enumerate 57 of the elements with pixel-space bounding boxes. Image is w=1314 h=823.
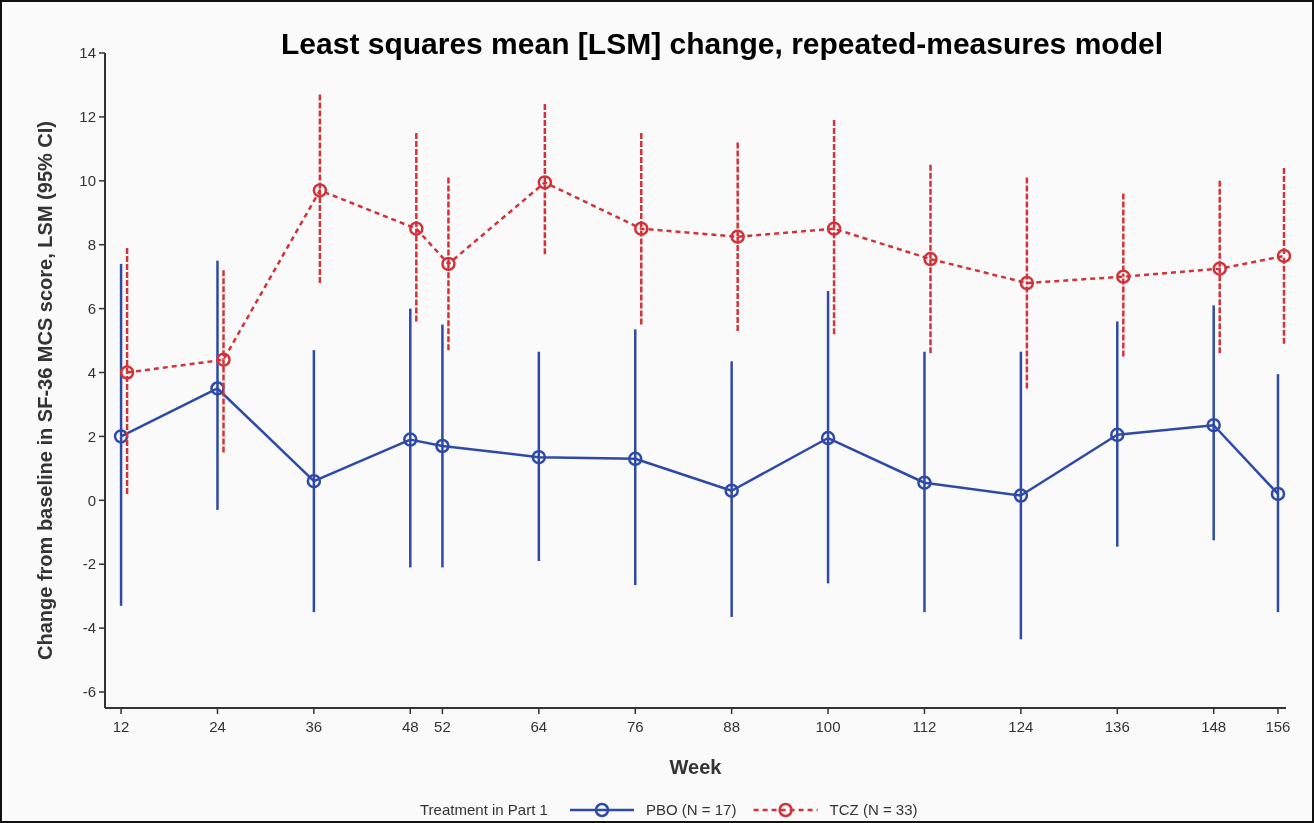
x-tick-label: 88	[723, 718, 740, 735]
x-tick-label: 148	[1201, 718, 1227, 735]
x-tick-label: 136	[1104, 718, 1130, 735]
point	[1116, 269, 1131, 284]
point	[917, 475, 932, 490]
point	[306, 473, 322, 489]
point	[403, 432, 418, 447]
x-tick-label: 124	[1008, 718, 1034, 735]
y-tick-label: 0	[87, 491, 96, 509]
point	[409, 221, 424, 236]
x-tick-label: 48	[401, 718, 419, 735]
x-tick-label: 100	[815, 718, 841, 735]
chart-title: Least squares mean [LSM] change, repeated-measures model	[281, 27, 1163, 60]
point	[119, 365, 135, 380]
point	[1110, 427, 1125, 443]
point	[1206, 417, 1221, 433]
point	[216, 352, 231, 367]
point	[1019, 275, 1035, 291]
point	[826, 221, 842, 236]
point	[923, 251, 938, 267]
point	[441, 256, 456, 272]
x-tick-label: 36	[305, 718, 323, 735]
y-tick-label: 10	[79, 172, 96, 190]
x-tick-label: 24	[209, 718, 226, 735]
y-tick-label: 6	[87, 299, 96, 317]
point	[730, 229, 745, 244]
x-tick-label: 52	[434, 718, 451, 735]
y-tick-label: -4	[82, 619, 96, 637]
x-tick-label: 12	[112, 718, 130, 735]
point	[1013, 488, 1029, 503]
point	[1212, 261, 1227, 276]
y-tick-label: 4	[87, 363, 96, 381]
point	[1276, 248, 1292, 264]
x-tick-label: 112	[912, 718, 937, 735]
point	[628, 451, 643, 467]
point	[724, 483, 739, 498]
point	[312, 183, 328, 198]
y-tick-label: 12	[79, 108, 96, 126]
x-axis-title: Week	[669, 756, 723, 778]
point	[820, 430, 836, 446]
point	[634, 221, 649, 236]
x-tick-label: 156	[1265, 718, 1291, 735]
point	[531, 449, 547, 465]
point	[537, 175, 553, 190]
x-tick-label: 64	[530, 718, 548, 735]
y-tick-label: -2	[82, 555, 96, 573]
legend-label: PBO (N = 17)	[646, 801, 737, 818]
legend-title: Treatment in Part 1	[420, 801, 548, 818]
x-tick-label: 76	[626, 718, 644, 735]
y-axis-title: Change from baseline in SF-36 MCS score, LSM (95% CI)	[34, 120, 56, 661]
y-tick-label: 8	[87, 235, 96, 253]
y-tick-label: -6	[82, 683, 96, 701]
point	[1270, 486, 1286, 502]
y-tick-label: 14	[79, 44, 96, 62]
point	[435, 438, 450, 454]
legend-label: TCZ (N = 33)	[829, 801, 918, 818]
y-tick-label: 2	[87, 427, 96, 445]
